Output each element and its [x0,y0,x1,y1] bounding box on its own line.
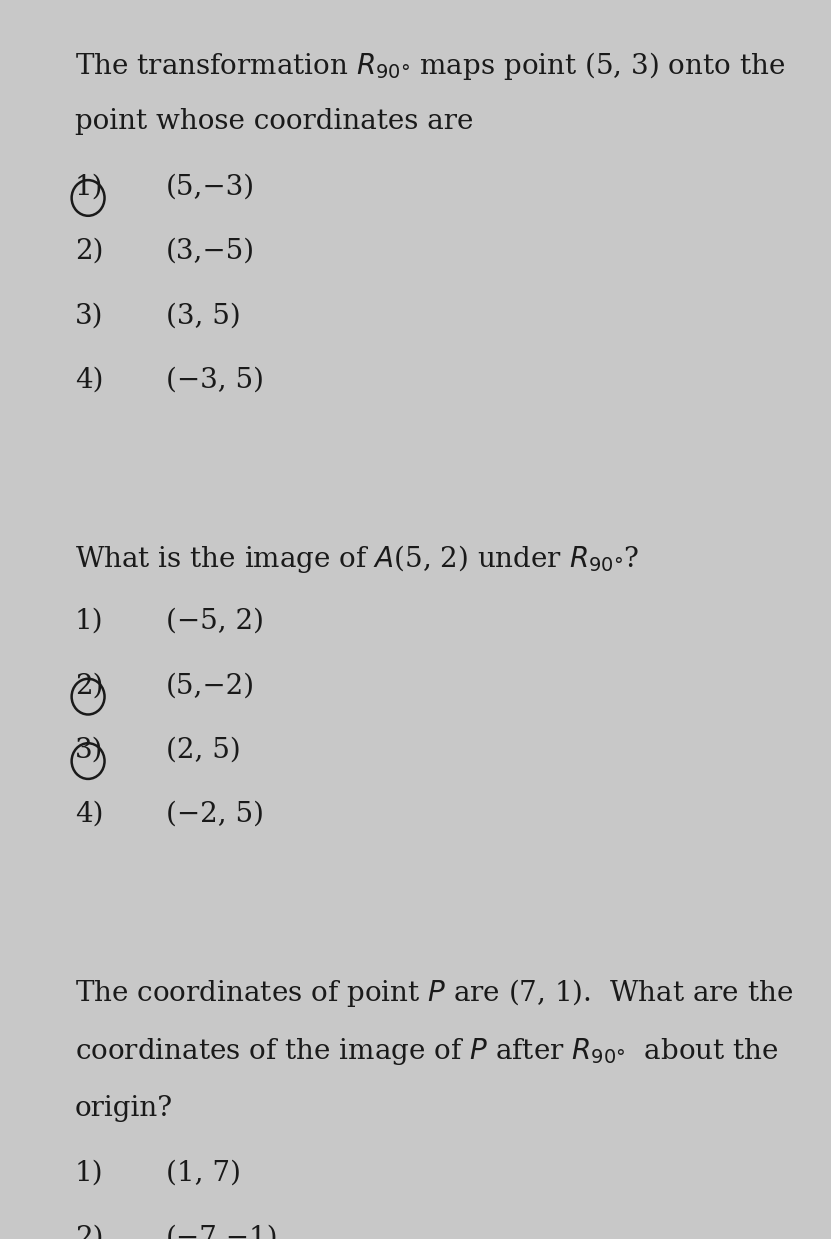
Text: point whose coordinates are: point whose coordinates are [75,109,473,135]
Text: 4): 4) [75,367,103,394]
Text: What is the image of $A$(5, 2) under $R_{90\degree}$?: What is the image of $A$(5, 2) under $R_… [75,543,639,575]
Text: (2, 5): (2, 5) [166,737,241,763]
Text: origin?: origin? [75,1095,173,1121]
Text: 2): 2) [75,238,103,265]
Text: 2): 2) [75,673,103,699]
Text: 4): 4) [75,802,103,828]
Text: (−2, 5): (−2, 5) [166,802,264,828]
Text: 3): 3) [75,737,103,763]
Text: The coordinates of point $P$ are (7, 1).  What are the: The coordinates of point $P$ are (7, 1).… [75,978,793,1009]
Text: (3,−5): (3,−5) [166,238,255,265]
Text: 1): 1) [75,173,103,201]
Text: (−7,−1): (−7,−1) [166,1224,279,1239]
Text: 3): 3) [75,302,103,330]
Text: (5,−3): (5,−3) [166,173,255,201]
Text: The transformation $R_{90\degree}$ maps point (5, 3) onto the: The transformation $R_{90\degree}$ maps … [75,50,785,82]
Text: 1): 1) [75,608,103,634]
Text: (−5, 2): (−5, 2) [166,608,264,634]
Text: (1, 7): (1, 7) [166,1160,241,1187]
Text: 2): 2) [75,1224,103,1239]
Text: (−3, 5): (−3, 5) [166,367,264,394]
Text: (5,−2): (5,−2) [166,673,255,699]
Text: coordinates of the image of $P$ after $R_{90\degree}$  about the: coordinates of the image of $P$ after $R… [75,1036,779,1067]
Text: (3, 5): (3, 5) [166,302,241,330]
Text: 1): 1) [75,1160,103,1187]
